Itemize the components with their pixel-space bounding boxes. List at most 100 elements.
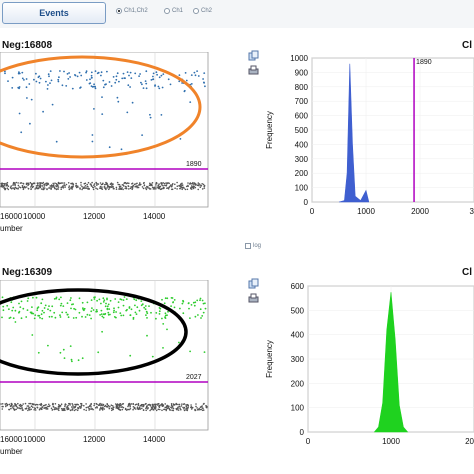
positive-droplet xyxy=(45,80,47,83)
annotation-ellipse xyxy=(0,288,188,376)
y-tick-label: 1000 xyxy=(290,54,308,63)
negative-droplet xyxy=(149,182,151,185)
negative-droplet xyxy=(192,181,194,184)
positive-droplet xyxy=(59,316,62,318)
negative-droplet xyxy=(141,186,144,188)
negative-droplet xyxy=(22,182,24,185)
positive-droplet xyxy=(145,87,148,90)
panel-2-histogram: 01002003004005006000100020002027Frequenc… xyxy=(265,282,474,446)
negative-droplet xyxy=(127,405,129,408)
positive-droplet xyxy=(164,317,167,319)
copy-icon[interactable] xyxy=(248,48,259,61)
positive-droplet xyxy=(193,71,196,74)
negative-droplet xyxy=(17,184,20,187)
negative-droplet xyxy=(125,409,128,411)
positive-droplet xyxy=(145,82,148,85)
negative-droplet xyxy=(155,409,158,412)
negative-droplet xyxy=(183,409,186,412)
log-checkbox[interactable]: log xyxy=(245,243,261,249)
negative-droplet xyxy=(69,404,71,406)
negative-droplet xyxy=(0,184,3,187)
negative-droplet xyxy=(54,182,56,184)
negative-droplet xyxy=(166,407,169,410)
positive-droplet xyxy=(161,298,163,301)
negative-droplet xyxy=(90,403,92,406)
negative-droplet xyxy=(34,404,36,406)
positive-droplet xyxy=(196,70,199,72)
positive-droplet xyxy=(14,321,17,323)
positive-droplet xyxy=(120,148,123,151)
positive-droplet xyxy=(201,299,204,302)
positive-droplet xyxy=(135,299,138,302)
positive-droplet xyxy=(166,297,169,300)
negative-droplet xyxy=(90,406,92,408)
positive-droplet xyxy=(122,72,125,75)
radio-ch1[interactable]: Ch1 xyxy=(164,8,183,14)
negative-droplet xyxy=(133,407,136,410)
print-icon[interactable] xyxy=(248,291,259,303)
negative-droplet xyxy=(200,185,203,187)
positive-droplet xyxy=(164,314,167,317)
positive-droplet xyxy=(61,84,64,87)
negative-droplet xyxy=(114,403,117,405)
x-tick-label: 16000 xyxy=(0,212,23,221)
positive-droplet xyxy=(108,146,111,149)
negative-droplet xyxy=(108,186,111,189)
positive-droplet xyxy=(138,75,141,77)
negative-droplet xyxy=(121,408,124,411)
negative-droplet xyxy=(50,407,53,410)
negative-droplet xyxy=(102,182,104,185)
negative-droplet xyxy=(30,405,33,407)
negative-droplet xyxy=(87,186,89,188)
negative-droplet xyxy=(169,409,171,411)
y-tick-label: 400 xyxy=(295,140,309,149)
negative-droplet xyxy=(181,184,184,186)
positive-droplet xyxy=(192,301,195,304)
radio-ch1-ch2[interactable]: Ch1,Ch2 xyxy=(116,8,148,14)
positive-droplet xyxy=(130,77,133,79)
negative-droplet xyxy=(6,404,9,407)
print-icon[interactable] xyxy=(248,63,259,75)
negative-droplet xyxy=(174,187,176,189)
radio-ch2[interactable]: Ch2 xyxy=(193,8,212,14)
positive-droplet xyxy=(51,103,54,106)
negative-droplet xyxy=(129,187,132,190)
negative-droplet xyxy=(20,405,22,408)
negative-droplet xyxy=(175,408,177,410)
positive-droplet xyxy=(17,72,20,75)
positive-droplet xyxy=(117,306,120,309)
negative-droplet xyxy=(96,406,98,408)
negative-droplet xyxy=(164,403,166,405)
positive-droplet xyxy=(134,72,137,75)
negative-droplet xyxy=(89,408,91,410)
histogram-area: 0 100 200 300 400 500 600 700 800 900 1000 0 1000 200… xyxy=(265,54,474,216)
negative-droplet xyxy=(67,404,69,407)
y-tick-label: 0 xyxy=(304,198,309,207)
negative-droplet xyxy=(24,408,27,410)
positive-droplet xyxy=(81,315,83,318)
negative-droplet xyxy=(148,403,151,406)
negative-droplet xyxy=(60,407,63,410)
negative-droplet xyxy=(67,182,70,184)
positive-droplet xyxy=(193,304,196,307)
negative-droplet xyxy=(125,186,128,188)
negative-droplet xyxy=(181,403,183,405)
negative-droplet xyxy=(13,405,15,407)
positive-droplet xyxy=(47,344,49,347)
negative-droplet xyxy=(33,182,36,185)
copy-icon[interactable] xyxy=(248,276,259,289)
radio-dot-icon xyxy=(164,8,170,14)
positive-droplet xyxy=(49,82,51,84)
negative-droplet xyxy=(143,181,145,184)
negative-droplet xyxy=(63,182,66,184)
negative-droplet xyxy=(77,186,79,188)
negative-droplet xyxy=(141,403,144,406)
negative-droplet xyxy=(149,405,152,407)
positive-droplet xyxy=(76,75,79,78)
positive-droplet xyxy=(70,307,72,310)
positive-droplet xyxy=(91,76,93,79)
positive-droplet xyxy=(179,138,182,140)
negative-droplet xyxy=(29,402,32,405)
events-tab[interactable]: Events xyxy=(2,2,106,24)
positive-droplet xyxy=(154,85,156,87)
